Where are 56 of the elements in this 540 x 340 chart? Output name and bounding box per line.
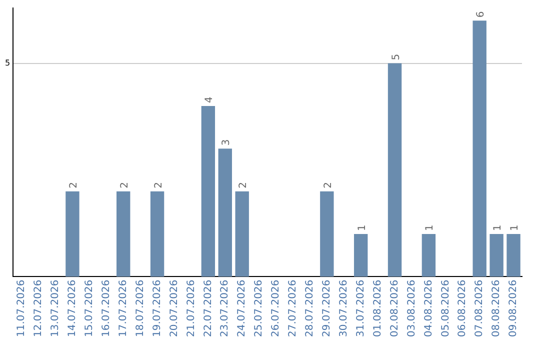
data-label: 1 <box>356 224 368 232</box>
data-label: 2 <box>153 182 164 188</box>
x-tick-label: 20.07.2026 <box>168 280 180 338</box>
bar <box>218 148 232 277</box>
data-label: 1 <box>510 224 521 232</box>
bar <box>201 106 216 277</box>
bar <box>472 20 486 277</box>
x-tick-label: 06.08.2026 <box>457 280 468 338</box>
bar <box>354 234 368 277</box>
x-tick-label: 12.07.2026 <box>33 280 44 338</box>
x-tick-label: 13.07.2026 <box>50 280 62 338</box>
data-label: 1 <box>424 224 436 232</box>
bar <box>422 234 436 277</box>
x-tick-label: 11.07.2026 <box>16 280 28 338</box>
x-tick-label: 28.07.2026 <box>304 280 316 338</box>
bar <box>66 191 80 277</box>
bar <box>150 191 164 277</box>
bar <box>388 63 402 277</box>
x-tick-label: 19.07.2026 <box>152 280 163 338</box>
data-label: 2 <box>68 182 80 188</box>
x-tick-label: 29.07.2026 <box>322 280 333 338</box>
x-tick-label: 07.08.2026 <box>474 280 486 338</box>
data-label: 5 <box>390 54 402 60</box>
bar <box>116 191 130 277</box>
x-tick-label: 26.07.2026 <box>270 280 282 338</box>
x-tick-label: 30.07.2026 <box>338 280 350 338</box>
x-tick-label: 14.07.2026 <box>67 280 78 338</box>
x-tick-label: 25.07.2026 <box>254 280 265 338</box>
x-tick-label: 24.07.2026 <box>236 280 248 338</box>
data-label: 3 <box>221 139 232 146</box>
bar <box>320 191 334 277</box>
data-label: 2 <box>238 182 250 188</box>
x-tick-label: 22.07.2026 <box>202 280 214 338</box>
x-tick-label: 02.08.2026 <box>389 280 400 338</box>
x-tick-label: 27.07.2026 <box>288 280 299 338</box>
x-tick-label: 17.07.2026 <box>118 280 129 338</box>
x-tick-label: 05.08.2026 <box>440 280 452 338</box>
x-tick-label: 01.08.2026 <box>372 280 384 338</box>
bar <box>506 234 520 277</box>
x-tick-label: 08.08.2026 <box>491 280 502 338</box>
x-tick-label: 23.07.2026 <box>220 280 231 338</box>
x-tick-label: 21.07.2026 <box>186 280 197 338</box>
x-tick-label: 31.07.2026 <box>355 280 366 338</box>
x-tick-label: 15.07.2026 <box>84 280 96 338</box>
data-label: 2 <box>322 182 334 188</box>
data-label: 1 <box>492 224 504 232</box>
x-tick-label: 09.08.2026 <box>508 280 520 338</box>
bar <box>235 191 249 277</box>
x-tick-label: 03.08.2026 <box>406 280 418 338</box>
data-label: 6 <box>476 11 487 18</box>
x-tick-label: 04.08.2026 <box>423 280 434 338</box>
data-label: 2 <box>119 182 130 188</box>
x-tick-label: 18.07.2026 <box>134 280 146 338</box>
bar <box>490 234 504 277</box>
data-label: 4 <box>204 96 216 103</box>
x-tick-label: 16.07.2026 <box>100 280 112 338</box>
